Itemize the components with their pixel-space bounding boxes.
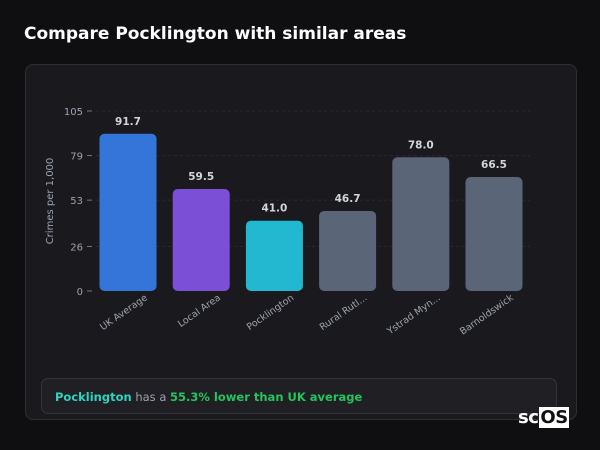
y-axis-label: Crimes per 1,000 (45, 158, 56, 245)
page-title: Compare Pocklington with similar areas (24, 24, 407, 44)
x-tick-label: Pocklington (245, 292, 296, 332)
bar (319, 210, 377, 291)
x-tick-label: Local Area (176, 292, 223, 329)
y-tick-label: 26 (70, 242, 83, 253)
scos-logo: sc OS (517, 407, 569, 428)
x-tick-label: Ystrad Myn... (384, 292, 442, 337)
bar (392, 157, 450, 291)
bar-value-label: 78.0 (408, 139, 434, 151)
bar (99, 133, 157, 291)
y-tick-label: 79 (70, 152, 83, 163)
summary-highlight: 55.3% lower than UK average (170, 390, 363, 404)
logo-part: OS (539, 407, 569, 428)
bar-value-label: 91.7 (115, 116, 141, 128)
bar-value-label: 41.0 (261, 203, 287, 215)
y-tick-label: 105 (64, 107, 83, 118)
bar-value-label: 46.7 (335, 193, 361, 205)
x-tick-label: Barnoldswick (458, 292, 516, 337)
bar-value-label: 59.5 (188, 171, 214, 183)
bar (465, 177, 523, 291)
summary-text: has a (131, 390, 171, 404)
y-tick-label: 0 (77, 287, 83, 298)
bar (245, 220, 303, 291)
logo-part: sc (518, 407, 539, 428)
bar (172, 189, 230, 291)
y-tick-label: 53 (70, 196, 83, 207)
x-tick-label: Rural Rutl... (318, 292, 370, 333)
summary-place: Pocklington (55, 390, 132, 404)
bar-value-label: 66.5 (481, 159, 507, 171)
summary-box: Pocklington has a 55.3% lower than UK av… (41, 378, 557, 414)
x-tick-label: UK Average (98, 292, 150, 333)
